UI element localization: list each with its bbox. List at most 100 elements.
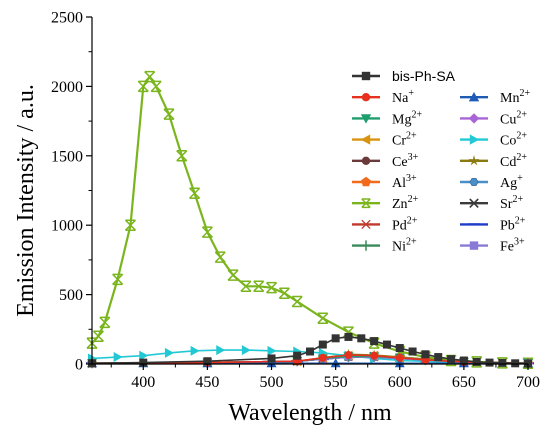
data-point-bis xyxy=(459,356,468,365)
x-tick-label: 400 xyxy=(131,374,155,391)
y-tick-label: 0 xyxy=(75,357,83,374)
legend-item-ag: Ag+ xyxy=(460,173,523,191)
data-point-zn xyxy=(112,273,124,286)
legend-marker xyxy=(469,198,479,208)
legend-label: Fe3+ xyxy=(500,237,525,255)
legend-marker xyxy=(360,114,372,124)
legend-item-zn: Zn2+ xyxy=(352,194,419,212)
data-point-bis xyxy=(498,358,507,367)
x-tick-label: 600 xyxy=(388,374,412,391)
legend-marker xyxy=(361,93,371,102)
axes: 400 450 500 550 600 650 700 0 500 1000 1500 2000 250… xyxy=(51,10,540,392)
data-point-bis xyxy=(331,334,340,343)
series-bis xyxy=(88,332,532,368)
legend-marker xyxy=(361,71,371,81)
y-tick-label: 2500 xyxy=(51,10,83,27)
data-point-bis xyxy=(395,344,404,353)
data-point-bis xyxy=(434,353,443,362)
data-point-bis xyxy=(472,357,481,366)
y-tick-label: 1500 xyxy=(51,148,83,165)
series-zn xyxy=(86,70,534,370)
data-point-bis xyxy=(370,337,379,346)
data-point-zn xyxy=(92,330,104,342)
data-point-zn xyxy=(227,269,239,281)
data-point-na xyxy=(370,351,379,360)
legend-item-cr: Cr2+ xyxy=(352,131,417,149)
x-tick-label: 650 xyxy=(452,374,476,391)
data-point-zn xyxy=(99,316,111,329)
data-point-bis xyxy=(408,347,417,356)
legend-label: Cr2+ xyxy=(392,131,417,149)
data-point-bis xyxy=(511,359,520,368)
data-point-bis xyxy=(203,357,212,366)
data-point-bis xyxy=(139,358,148,367)
data-point-na xyxy=(318,353,327,362)
legend-marker xyxy=(468,92,480,102)
data-point-bis xyxy=(382,340,391,349)
data-point-bis xyxy=(485,358,494,367)
data-point-bis xyxy=(267,354,276,363)
data-point-bis xyxy=(447,355,456,364)
legend-marker xyxy=(469,134,480,145)
legend-marker xyxy=(360,219,372,230)
legend-marker xyxy=(360,134,371,145)
legend-label: Mn2+ xyxy=(500,88,530,106)
axis-lines xyxy=(91,17,528,365)
y-tick-label: 500 xyxy=(59,287,83,304)
legend-item-mn: Mn2+ xyxy=(460,88,530,106)
data-point-bis xyxy=(421,350,430,359)
legend-label: Cu2+ xyxy=(500,109,527,127)
legend-label: Ce3+ xyxy=(392,152,419,170)
data-point-zn xyxy=(278,287,290,299)
data-point-co xyxy=(267,345,277,356)
legend-item-cu: Cu2+ xyxy=(460,109,527,127)
series-line-na xyxy=(91,354,529,365)
legend-item-co: Co2+ xyxy=(460,131,527,149)
data-point-zn xyxy=(317,312,329,324)
data-point-bis xyxy=(293,351,302,360)
legend-label: bis-Ph-SA xyxy=(392,68,456,84)
legend-marker xyxy=(468,155,480,166)
legend-item-fe: Fe3+ xyxy=(460,237,525,255)
data-point-zn xyxy=(291,295,303,308)
data-point-zn xyxy=(189,187,201,200)
legend-item-cd: Cd2+ xyxy=(460,152,527,170)
data-point-zn xyxy=(253,280,265,293)
y-axis-title: Emission Intensity / a.u. xyxy=(13,84,39,317)
legend: bis-Ph-SA Na+ Mn2+ Mg2+ Cu2+ Cr2+ Co2+ Ce3+ Cd2+… xyxy=(352,68,530,255)
data-point-bis xyxy=(306,347,314,356)
data-point-zn xyxy=(124,219,137,231)
series-line-zn xyxy=(91,75,529,365)
legend-marker xyxy=(360,240,372,251)
legend-marker xyxy=(361,198,371,209)
y-tick-label: 1000 xyxy=(51,218,83,235)
legend-label: Ag+ xyxy=(500,173,523,191)
legend-label: Zn2+ xyxy=(392,194,419,212)
legend-marker xyxy=(469,241,479,250)
data-point-co xyxy=(139,350,149,361)
legend-label: Ni2+ xyxy=(392,237,417,255)
legend-label: Pb2+ xyxy=(500,215,526,233)
legend-item-pd: Pd2+ xyxy=(352,215,418,233)
legend-item-ni: Ni2+ xyxy=(352,237,417,255)
data-point-co xyxy=(216,345,226,356)
y-tick-label: 2000 xyxy=(51,79,83,96)
data-point-zn xyxy=(150,80,162,93)
legend-item-mg: Mg2+ xyxy=(352,109,422,127)
legend-marker xyxy=(469,178,479,186)
x-tick-label: 450 xyxy=(195,374,219,391)
data-point-na xyxy=(344,350,353,359)
data-point-zn xyxy=(163,108,175,120)
legend-marker xyxy=(361,156,371,165)
legend-label: Cd2+ xyxy=(500,152,527,170)
legend-marker xyxy=(468,113,480,124)
legend-item-pb: Pb2+ xyxy=(460,215,526,233)
data-point-zn xyxy=(342,326,355,338)
data-point-zn xyxy=(240,280,252,293)
data-point-bis xyxy=(318,340,327,349)
data-point-bis xyxy=(357,334,366,343)
data-point-co xyxy=(241,345,251,356)
series-layer xyxy=(86,70,534,370)
x-axis-title: Wavelength / nm xyxy=(228,400,392,426)
data-point-zn xyxy=(201,226,213,238)
